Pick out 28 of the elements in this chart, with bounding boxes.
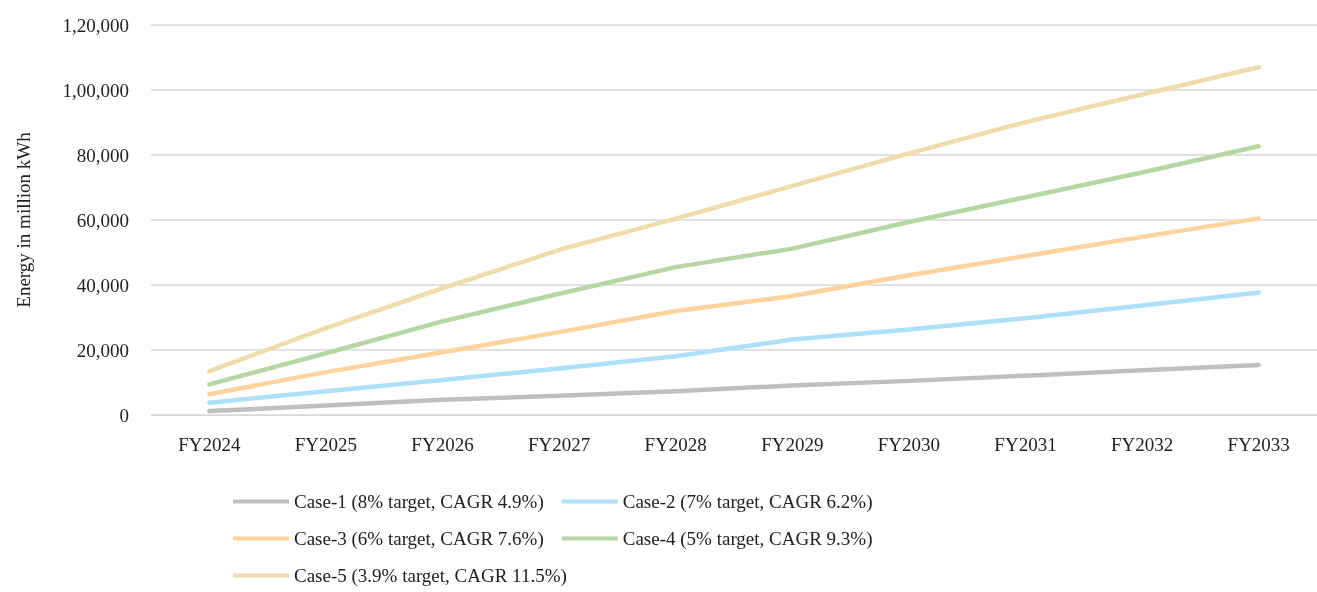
line-series (207, 143, 1261, 387)
x-tick-label: FY2030 (877, 434, 941, 455)
y-tick-label: 1,20,000 (62, 14, 129, 36)
x-tick-label: FY2027 (527, 434, 591, 455)
y-tick-label: 1,00,000 (62, 79, 129, 101)
x-tick-label: FY2032 (1110, 434, 1174, 455)
y-tick-label: 80,000 (76, 144, 129, 166)
x-tick-label: FY2028 (644, 434, 707, 455)
legend-label: Case-1 (8% target, CAGR 4.9%) (294, 491, 544, 513)
legend-label: Case-3 (6% target, CAGR 7.6%) (294, 528, 544, 550)
x-tick-label: FY2026 (411, 434, 474, 455)
legend-label: Case-2 (7% target, CAGR 6.2%) (622, 491, 873, 513)
x-tick-label: FY2033 (1227, 434, 1290, 455)
y-axis-title: Energy in million kWh (13, 131, 34, 308)
legend-label: Case-5 (3.9% target, CAGR 11.5%) (294, 565, 567, 587)
line-series (207, 290, 1261, 405)
y-tick-label: 40,000 (76, 274, 129, 296)
y-tick-label: 0 (119, 404, 129, 426)
line-series (207, 216, 1261, 397)
x-tick-label: FY2029 (761, 434, 824, 455)
legend-label: Case-4 (5% target, CAGR 9.3%) (622, 528, 873, 550)
x-tick-label: FY2025 (294, 434, 358, 455)
y-tick-label: 60,000 (76, 209, 129, 231)
line-series (207, 362, 1261, 414)
x-tick-label: FY2031 (994, 434, 1057, 455)
y-tick-label: 20,000 (76, 339, 129, 361)
x-tick-label: FY2024 (178, 434, 241, 455)
line-series (207, 65, 1261, 374)
